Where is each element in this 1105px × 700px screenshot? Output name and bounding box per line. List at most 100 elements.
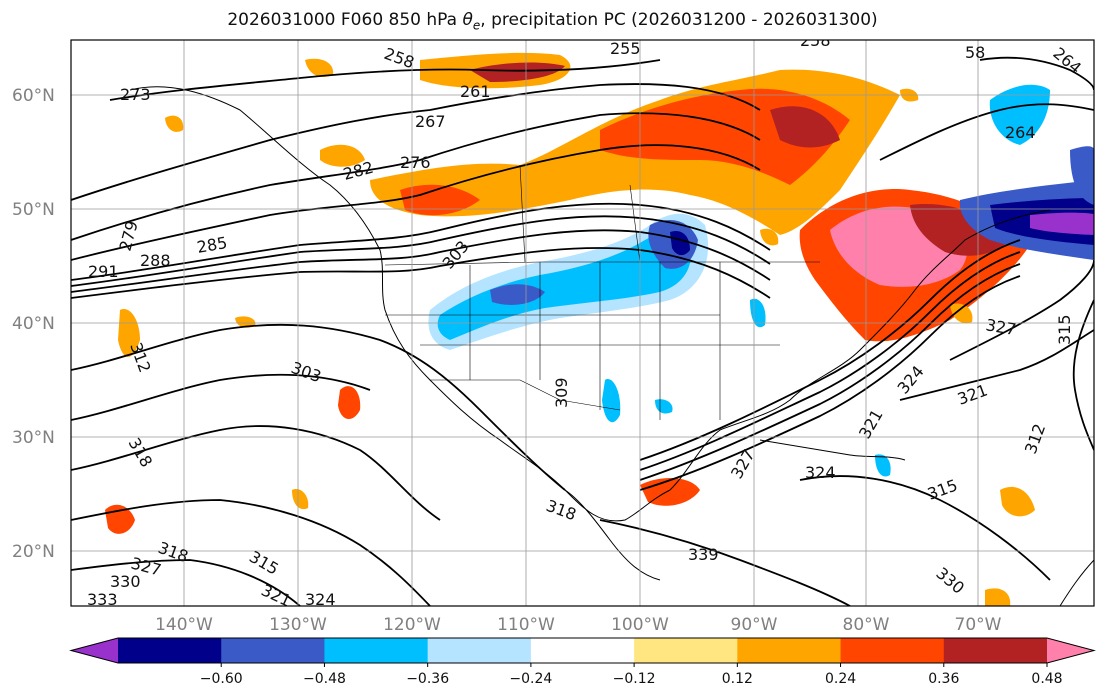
precip-area-navy-interior bbox=[670, 230, 690, 256]
colorbar-swatch bbox=[118, 638, 222, 663]
lat-tick-label: 40°N bbox=[12, 314, 55, 334]
lat-tick-label: 20°N bbox=[12, 542, 55, 562]
precip-area-purple-ne bbox=[1030, 212, 1094, 235]
contour-label: 58 bbox=[965, 43, 985, 62]
contour-label: 339 bbox=[688, 545, 719, 564]
border-us-mexico bbox=[430, 379, 621, 411]
colorbar-tick-label: 0.36 bbox=[928, 671, 959, 687]
contour-309 bbox=[71, 373, 371, 421]
map-panel: 258 255 258 58 264 273 261 267 276 282 2… bbox=[70, 31, 1095, 609]
precip-area-blue-nne bbox=[989, 84, 1050, 145]
colorbar-extend-max bbox=[1047, 638, 1094, 663]
figure-title: 2026031000 F060 850 hPa θe, precipitatio… bbox=[227, 10, 878, 33]
precip-spot-6 bbox=[118, 309, 140, 357]
colorbar-swatch bbox=[943, 638, 1048, 663]
contour-label: 267 bbox=[415, 112, 446, 131]
precip-area-blue-edge bbox=[1070, 146, 1094, 205]
contour-282 bbox=[71, 144, 761, 261]
coastline-west bbox=[129, 86, 671, 522]
map-frame bbox=[70, 39, 1095, 607]
lon-tick-label: 140°W bbox=[155, 615, 213, 635]
contour-312 bbox=[71, 425, 441, 521]
lon-tick-label: 120°W bbox=[383, 615, 441, 635]
colorbar-tick-label: −0.24 bbox=[509, 671, 552, 687]
contour-label: 330 bbox=[110, 572, 141, 591]
contour-label: 291 bbox=[88, 262, 119, 281]
colorbar-tick-label: 0.12 bbox=[722, 671, 753, 687]
colorbar-tick-label: −0.12 bbox=[613, 671, 656, 687]
lat-tick-label: 30°N bbox=[12, 428, 55, 448]
lat-tick-labels: 60°N 50°N 40°N 30°N 20°N bbox=[12, 86, 55, 562]
contour-303 bbox=[71, 323, 566, 491]
contour-327 bbox=[599, 519, 851, 606]
colorbar-extend-min bbox=[71, 638, 118, 663]
contour-291 bbox=[71, 229, 771, 293]
precip-shading bbox=[105, 52, 1094, 606]
precip-spot-7 bbox=[602, 379, 621, 423]
contour-261 bbox=[109, 59, 661, 101]
precip-area-darkblue-west bbox=[490, 284, 545, 305]
precip-spot-15 bbox=[950, 303, 973, 324]
contour-264 bbox=[879, 103, 1094, 161]
contour-label: 315 bbox=[1055, 314, 1074, 345]
precip-area-darkred-top bbox=[470, 62, 565, 82]
contour-315-east bbox=[1072, 299, 1094, 451]
colorbar-swatches bbox=[71, 638, 1094, 663]
coastline-east bbox=[669, 209, 1051, 491]
contour-label: 333 bbox=[87, 590, 118, 609]
coastlines bbox=[129, 86, 1094, 606]
border-province-2 bbox=[519, 164, 526, 263]
contour-288 bbox=[71, 215, 771, 287]
contour-324 bbox=[71, 559, 301, 606]
lon-tick-label: 100°W bbox=[611, 615, 669, 635]
precip-spot-8 bbox=[655, 399, 673, 414]
precip-spot-4 bbox=[1000, 486, 1035, 517]
colorbar-tick-label: −0.60 bbox=[200, 671, 243, 687]
colorbar-swatch bbox=[530, 638, 635, 663]
precip-spot-11 bbox=[165, 115, 184, 132]
political-borders bbox=[384, 164, 820, 420]
colorbar-tick-label: −0.48 bbox=[303, 671, 346, 687]
contour-276 bbox=[71, 112, 761, 241]
colorbar-swatch bbox=[737, 638, 842, 663]
precip-area-blue-interior bbox=[437, 232, 691, 340]
contour-318 bbox=[71, 499, 431, 606]
colorbar-tick-label: 0.48 bbox=[1031, 671, 1062, 687]
precip-spot-16 bbox=[305, 58, 334, 77]
precip-spot-10 bbox=[875, 454, 891, 477]
contour-front-4 bbox=[639, 275, 1021, 491]
lon-tick-label: 130°W bbox=[269, 615, 327, 635]
theta-e-contours bbox=[71, 56, 1094, 606]
contour-label: 258 bbox=[800, 31, 831, 50]
contour-label: 255 bbox=[610, 39, 641, 58]
colorbar-swatch bbox=[324, 638, 429, 663]
colorbar-tick-label: −0.36 bbox=[406, 671, 449, 687]
contour-294 bbox=[71, 247, 771, 299]
contour-label: 309 bbox=[552, 377, 571, 408]
colorbar-labels: −0.60 −0.48 −0.36 −0.24 −0.12 0.12 0.24 0.36 0.4… bbox=[200, 663, 1063, 687]
contour-label: 264 bbox=[1005, 123, 1036, 142]
colorbar-swatch bbox=[840, 638, 945, 663]
contour-324-east bbox=[799, 475, 1051, 581]
contour-label: 324 bbox=[305, 590, 336, 609]
colorbar: −0.60 −0.48 −0.36 −0.24 −0.12 0.12 0.24 0.36 0.4… bbox=[69, 637, 1096, 687]
coastline-central-america bbox=[564, 489, 661, 581]
contour-267 bbox=[71, 83, 761, 201]
precip-area-darkred-north bbox=[770, 106, 840, 148]
colorbar-tick-label: 0.24 bbox=[825, 671, 856, 687]
precip-area-orange-coast bbox=[320, 144, 365, 167]
contour-264-top bbox=[979, 56, 1094, 91]
contour-label: 288 bbox=[140, 251, 171, 270]
coastline-caribbean bbox=[759, 439, 906, 461]
contour-label: 324 bbox=[805, 463, 836, 482]
colorbar-swatch bbox=[427, 638, 532, 663]
precip-spot-14 bbox=[760, 228, 779, 246]
contour-321-east bbox=[899, 329, 1094, 401]
colorbar-outline bbox=[69, 637, 1096, 664]
lon-tick-labels: 140°W 130°W 120°W 110°W 100°W 90°W 80°W … bbox=[155, 615, 1002, 635]
contour-front-3 bbox=[639, 263, 1021, 481]
lon-tick-label: 90°W bbox=[731, 615, 778, 635]
precip-area-darkred-east bbox=[910, 204, 1010, 256]
precip-area-red-west bbox=[400, 184, 480, 216]
